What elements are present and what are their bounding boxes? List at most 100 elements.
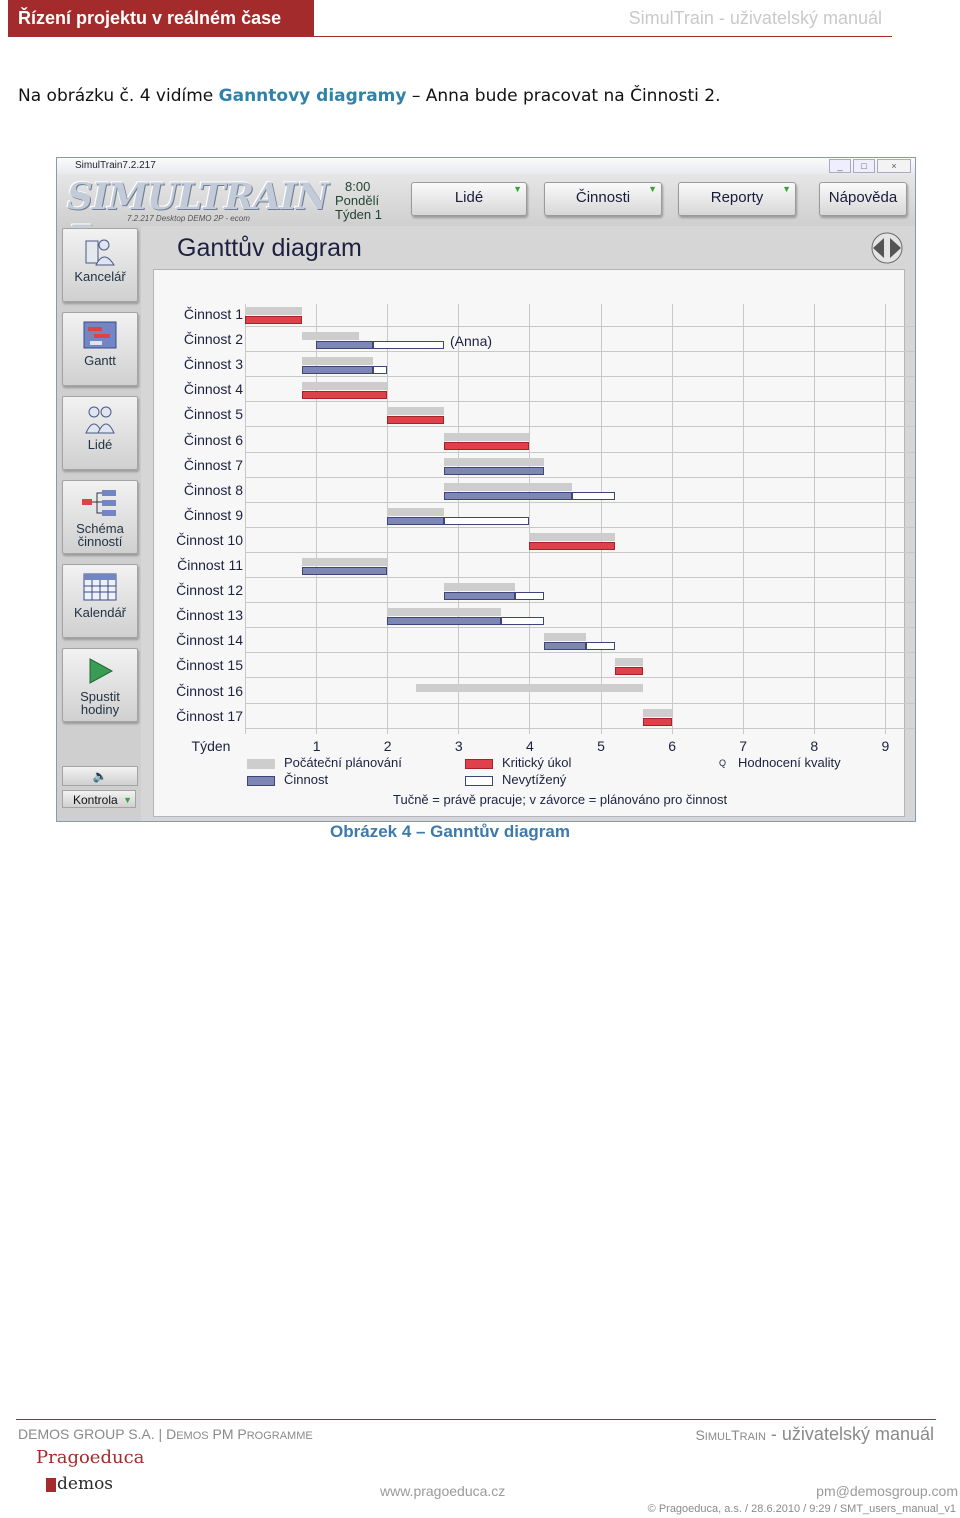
grid-row-line [245,351,915,353]
figure-caption: Obrázek 4 – Ganntův diagram [330,822,570,841]
footer-title-c: T [731,1427,740,1443]
office-icon [85,239,115,266]
initial-plan-bar [444,583,516,592]
activity-label: Činnost 10 [176,531,243,548]
sidebar-office-label: Kancelář [74,269,126,284]
activity-bar[interactable] [316,341,373,350]
sidebar-start-label-1: Spustit [80,689,120,704]
window-titlebar: SimulTrain7.2.217 _ □ × [57,158,915,174]
legend-critical: Kritický úkol [502,755,572,770]
footer-company: DEMOS GROUP S.A. | DEMOS PM PROGRAMME [18,1426,313,1442]
week-axis-label: Týden [191,738,231,754]
footer-title-b: IMUL [704,1431,732,1443]
activity-bar[interactable] [387,516,445,525]
sidebar-schema-button[interactable]: Schéma činností [62,480,138,554]
legend-initial: Počáteční plánování [284,755,402,770]
grid-row-line [245,451,915,453]
simultrain-logo: SIMULTRAIN 7 7.2.217 Desktop DEMO 2P - e… [63,176,329,260]
activity-label: Činnost 9 [183,506,243,523]
sidebar-start-clock-button[interactable]: Spustit hodiny [62,648,138,722]
prev-next-arrows-icon[interactable] [869,232,905,264]
activity-label: Činnost 17 [176,707,243,724]
activity-label: Činnost 12 [176,582,243,599]
nav-reports-button[interactable]: Reporty ▼ [678,182,796,216]
activity-bar[interactable] [301,567,388,575]
kontrola-label: Kontrola [73,793,118,807]
maximize-button[interactable]: □ [853,159,875,173]
footer-copyright: © Pragoeduca, a.s. / 28.6.2010 / 9:29 / … [647,1503,956,1515]
initial-plan-bar [444,432,530,441]
legend-underloaded: Nevytížený [502,772,567,787]
footer-manual-title: SIMULTRAIN - uživatelský manuál [695,1424,934,1445]
simulation-clock: 8:00 Pondělí Týden 1 [335,180,382,222]
underloaded-bar[interactable] [515,592,544,601]
activity-bar[interactable] [301,366,373,375]
footer-title-a: S [695,1427,705,1443]
grid-week-line [600,304,602,734]
underloaded-bar[interactable] [586,642,615,651]
activity-bar[interactable] [543,642,587,651]
initial-plan-bar [444,482,573,491]
sound-button[interactable]: 🔈 [62,766,138,786]
legend-quality-marker: Q [719,758,727,768]
nav-activities-button[interactable]: Činnosti ▼ [544,182,662,216]
grid-row-line [245,652,915,654]
footer-email[interactable]: pm@demosgroup.com [816,1483,958,1499]
nav-people-label: Lidé [454,189,484,206]
activity-label: Činnost 6 [183,431,243,448]
footer-title-e: - uživatelský manuál [765,1424,934,1444]
sidebar-office-button[interactable]: Kancelář [62,228,138,302]
critical-task-bar[interactable] [614,667,644,676]
sidebar-calendar-button[interactable]: Kalendář [62,564,138,638]
activity-bar[interactable] [444,491,573,500]
grid-week-line [813,304,815,734]
legend-swatch-activity [247,776,275,786]
footer-divider [16,1419,936,1420]
calendar-icon [83,573,117,601]
nav-people-button[interactable]: Lidé ▼ [411,182,527,216]
demos-logo: demos [46,1474,113,1494]
activity-label: Činnost 2 [183,331,243,348]
underloaded-bar[interactable] [372,341,445,350]
sidebar-people-button[interactable]: Lidé [62,396,138,470]
simultrain-window: SimulTrain7.2.217 _ □ × SIMULTRAIN 7 7.2… [56,157,916,822]
initial-plan-bar [415,683,644,692]
grid-row-line [245,727,915,729]
critical-task-bar[interactable] [444,441,530,450]
nav-help-button[interactable]: Nápověda [819,182,907,216]
critical-task-bar[interactable] [529,541,615,550]
grid-row-line [245,627,915,629]
critical-task-bar[interactable] [387,416,445,425]
week-tick-label: 4 [525,738,534,754]
nav-help-label: Nápověda [828,189,898,206]
minimize-button[interactable]: _ [829,159,851,173]
grid-row-line [245,501,915,503]
critical-task-bar[interactable] [245,316,302,324]
activity-bar[interactable] [444,466,544,475]
sidebar-start-label-2: hodiny [80,702,120,717]
sidebar-gantt-button[interactable]: Gantt [62,312,138,386]
activity-bar[interactable] [444,592,516,601]
initial-plan-bar [301,382,388,391]
underloaded-bar[interactable] [372,366,388,375]
activity-label: Činnost 16 [176,682,243,699]
intro-paragraph: Na obrázku č. 4 vidíme Ganntovy diagramy… [18,86,721,106]
kontrola-dropdown[interactable]: Kontrola ▼ [62,790,136,808]
critical-task-bar[interactable] [301,391,388,400]
demos-logo-text: demos [57,1474,114,1494]
intro-highlight: Ganntovy diagramy [218,86,407,106]
activity-label: Činnost 4 [183,381,243,398]
footer-website[interactable]: www.pragoeduca.cz [380,1483,506,1499]
underloaded-bar[interactable] [500,617,544,626]
critical-task-bar[interactable] [643,717,672,726]
window-title: SimulTrain7.2.217 [75,160,156,171]
close-button[interactable]: × [877,159,911,173]
footer-company-a: DEMOS GROUP S.A. | D [18,1426,177,1442]
underloaded-bar[interactable] [444,516,530,525]
people-icon [85,406,115,434]
activity-bar[interactable] [387,617,501,626]
grid-row-line [245,376,915,378]
legend-activity: Činnost [284,772,329,787]
underloaded-bar[interactable] [572,491,615,500]
initial-plan-bar [543,633,587,642]
